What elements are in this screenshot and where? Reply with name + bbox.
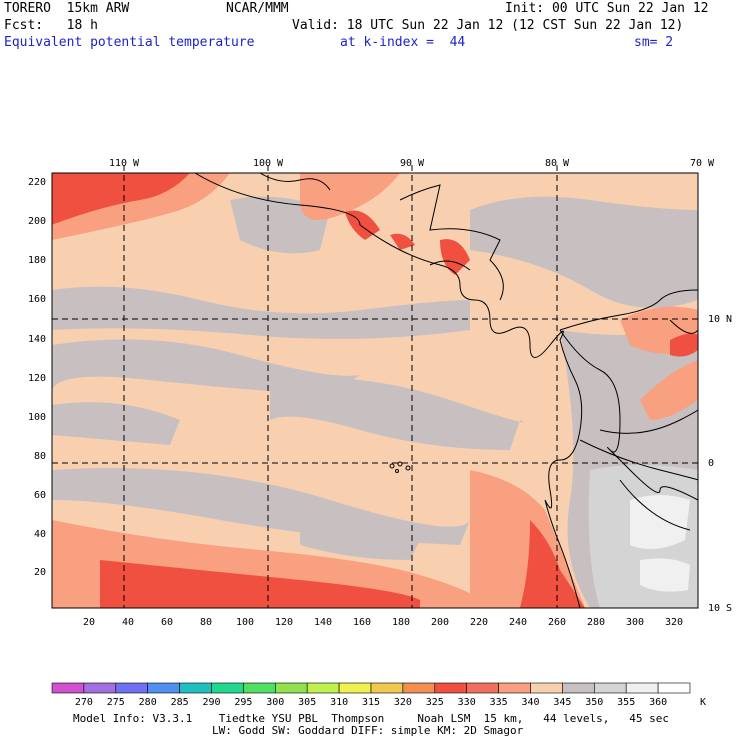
organization: NCAR/MMM [226, 1, 289, 16]
coastlines [194, 173, 698, 608]
y-tick: 100 [28, 412, 46, 423]
lat-label: 0 [708, 458, 714, 469]
lon-label: 90 W [400, 158, 425, 169]
colorbar-label: 305 [298, 697, 316, 708]
colorbar-swatch [147, 682, 180, 694]
y-ticks: 20 40 60 80 100 120 140 160 180 200 220 [28, 177, 46, 578]
x-tick: 300 [626, 617, 644, 628]
colorbar-label: 270 [75, 697, 93, 708]
colorbar [51, 682, 691, 694]
y-tick: 40 [34, 529, 46, 540]
colorbar-swatch [466, 682, 499, 694]
colorbar-label: 285 [171, 697, 189, 708]
y-tick: 20 [34, 567, 46, 578]
colorbar-swatch [115, 682, 149, 694]
colorbar-swatch [657, 682, 691, 694]
colorbar-label: 295 [234, 697, 252, 708]
x-tick: 40 [122, 617, 134, 628]
colorbar-swatch [338, 682, 372, 694]
smoothing-info: sm= 2 [634, 35, 674, 50]
lon-label: 70 W [690, 158, 715, 169]
colorbar-swatch [83, 682, 117, 694]
colorbar-label: 280 [139, 697, 157, 708]
colorbar-label: 350 [585, 697, 603, 708]
y-tick: 60 [34, 490, 46, 501]
physics-info: LW: Godd SW: Goddard DIFF: simple KM: 2D… [212, 724, 524, 737]
colorbar-swatch [498, 682, 531, 694]
x-tick: 320 [665, 617, 683, 628]
x-tick: 280 [587, 617, 605, 628]
colorbar-label: 315 [362, 697, 380, 708]
colorbar-swatch [402, 682, 436, 694]
x-tick: 120 [275, 617, 293, 628]
colorbar-label: 345 [553, 697, 571, 708]
x-tick: 60 [161, 617, 173, 628]
y-tick: 160 [28, 294, 46, 305]
colorbar-swatch [306, 682, 340, 694]
lon-labels: 110 W 100 W 90 W 80 W 70 W [109, 158, 715, 169]
level-info: at k-index = 44 [340, 35, 466, 50]
x-tick: 160 [353, 617, 371, 628]
x-tick: 140 [314, 617, 332, 628]
colorbar-label: 340 [521, 697, 539, 708]
colorbar-swatch [593, 682, 627, 694]
model-info: Model Info: V3.3.1 Tiedtke YSU PBL Thomp… [73, 712, 670, 725]
colorbar-swatch [370, 682, 404, 694]
x-ticks: 20 40 60 80 100 120 140 160 180 200 220 … [83, 617, 683, 628]
colorbar-swatch [51, 682, 85, 694]
colorbar-swatch [243, 682, 276, 694]
colorbar-swatch [434, 682, 467, 694]
colorbar-label: 360 [649, 697, 667, 708]
lon-label: 110 W [109, 158, 140, 169]
colorbar-label: 300 [266, 697, 284, 708]
graticule [52, 165, 698, 608]
x-tick: 260 [548, 617, 566, 628]
red-regions [52, 173, 698, 608]
andes-cold-region [588, 465, 698, 608]
x-tick: 200 [431, 617, 449, 628]
colorbar-swatch [530, 682, 563, 694]
y-tick: 220 [28, 177, 46, 188]
y-tick: 200 [28, 216, 46, 227]
colorbar-swatch [211, 682, 244, 694]
colorbar-swatch [562, 682, 595, 694]
colorbar-label: 335 [490, 697, 508, 708]
init-time: Init: 00 UTC Sun 22 Jan 12 [505, 1, 709, 16]
x-tick: 20 [83, 617, 95, 628]
y-tick: 140 [28, 334, 46, 345]
valid-time: Valid: 18 UTC Sun 22 Jan 12 (12 CST Sun … [292, 18, 684, 33]
forecast-hour: Fcst: 18 h [4, 18, 98, 33]
colorbar-unit: K [700, 697, 706, 708]
colorbar-swatch [625, 682, 659, 694]
colorbar-label: 275 [107, 697, 125, 708]
y-tick: 180 [28, 255, 46, 266]
colorbar-label: 330 [458, 697, 476, 708]
lon-label: 80 W [545, 158, 570, 169]
lat-label: 10 S [708, 603, 732, 614]
x-tick: 100 [236, 617, 254, 628]
y-tick: 120 [28, 373, 46, 384]
plot-frame [51, 172, 699, 609]
colorbar-label: 310 [330, 697, 348, 708]
colorbar-label: 290 [202, 697, 220, 708]
lon-label: 100 W [253, 158, 284, 169]
x-tick: 240 [509, 617, 527, 628]
x-tick: 80 [200, 617, 212, 628]
lat-labels: 10 N 0 10 S [708, 314, 732, 614]
colorbar-label: 355 [617, 697, 635, 708]
colorbar-swatch [274, 682, 308, 694]
colorbar-labels: 270 275 280 285 290 295 300 305 310 315 320 325 330 3… [75, 697, 706, 708]
lat-label: 10 N [708, 314, 732, 325]
model-title: TORERO 15km ARW [4, 1, 130, 16]
x-tick: 220 [470, 617, 488, 628]
y-tick: 80 [34, 451, 46, 462]
colorbar-label: 325 [426, 697, 444, 708]
colorbar-swatch [179, 682, 212, 694]
field-name: Equivalent potential temperature [4, 35, 255, 50]
colorbar-label: 320 [394, 697, 412, 708]
x-tick: 180 [392, 617, 410, 628]
